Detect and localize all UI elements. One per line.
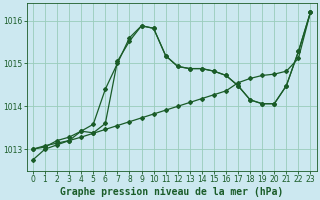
X-axis label: Graphe pression niveau de la mer (hPa): Graphe pression niveau de la mer (hPa) bbox=[60, 186, 283, 197]
